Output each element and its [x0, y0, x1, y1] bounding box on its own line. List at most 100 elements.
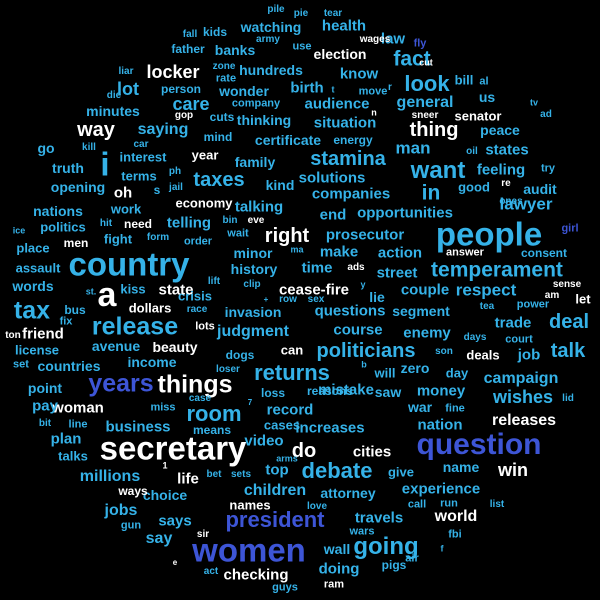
cloud-word: telling [166, 214, 212, 232]
cloud-word: lots [195, 320, 215, 333]
cloud-word: room [186, 401, 242, 426]
cloud-word: row [279, 294, 297, 305]
cloud-word: going [353, 533, 419, 560]
cloud-word: experience [401, 480, 481, 498]
cloud-word: interest [119, 149, 167, 165]
cloud-word: assault [15, 260, 61, 276]
cloud-word: politics [40, 219, 86, 235]
cloud-word: lawyer [499, 194, 553, 214]
cloud-word: saying [137, 121, 189, 138]
cloud-word: choice [142, 487, 188, 503]
cloud-word: talk [550, 340, 586, 362]
cloud-word: business [105, 418, 171, 436]
cloud-word: kids [202, 25, 228, 39]
cloud-word: let [575, 291, 591, 307]
cloud-word: oh [113, 184, 133, 202]
cloud-word: place [16, 240, 50, 256]
cloud-word: consent [520, 246, 568, 260]
cloud-word: history [230, 261, 278, 277]
cloud-word: power [516, 298, 550, 311]
cloud-word: days [463, 332, 487, 343]
cloud-word: thing [409, 119, 459, 141]
cloud-word: lift [207, 276, 221, 287]
cloud-word: fix [59, 315, 73, 328]
cloud-word: dogs [225, 348, 255, 362]
cloud-word: n [371, 107, 377, 118]
cloud-word: temperament [431, 258, 563, 282]
cloud-word: pile [267, 4, 285, 15]
cloud-word: income [127, 354, 177, 370]
cloud-word: company [231, 97, 281, 110]
cloud-word: year [191, 147, 219, 163]
cloud-word: wonder [219, 83, 269, 99]
cloud-word: license [14, 342, 60, 358]
cloud-word: can [280, 342, 304, 358]
cloud-word: go [37, 140, 55, 156]
cloud-word: need [123, 217, 153, 231]
cloud-word: rate [215, 72, 237, 85]
cloud-word: wishes [492, 387, 554, 407]
cloud-word: president [225, 507, 325, 532]
cloud-word: bus [64, 303, 86, 317]
cloud-word: zone [212, 61, 236, 72]
cloud-word: wait [227, 227, 249, 240]
cloud-word: cuts [209, 110, 235, 124]
cloud-word: bin [222, 215, 238, 226]
cloud-word: pie [293, 8, 309, 19]
cloud-word: person [160, 82, 202, 96]
cloud-word: invasion [224, 304, 282, 320]
cloud-word: want [410, 157, 466, 184]
cloud-word: money [416, 382, 466, 400]
cloud-word: lie [369, 289, 385, 305]
cloud-word: ways [118, 484, 148, 498]
cloud-word: tea [479, 301, 495, 312]
cloud-word: gop [174, 110, 194, 121]
cloud-word: course [333, 321, 383, 339]
cloud-word: energy [333, 133, 373, 147]
cloud-word: dollars [128, 300, 172, 316]
cloud-word: point [27, 380, 63, 396]
cloud-word: talking [234, 198, 284, 216]
cloud-word: in [421, 181, 441, 205]
cloud-word: fact [393, 47, 431, 71]
cloud-word: election [313, 46, 367, 62]
cloud-word: men [63, 236, 89, 250]
cloud-word: saw [374, 384, 402, 400]
cloud-word: family [234, 154, 276, 170]
cloud-word: ad [540, 109, 552, 120]
cloud-word: hundreds [239, 62, 303, 78]
cloud-word: thinking [236, 112, 292, 128]
cloud-word: love [306, 501, 328, 512]
cloud-word: ma [290, 244, 304, 255]
cloud-word: al [479, 75, 489, 88]
cloud-word: minutes [86, 103, 140, 119]
cloud-word: list [489, 499, 505, 510]
cloud-word: die [106, 90, 122, 101]
cloud-word: e [172, 558, 178, 567]
cloud-word: attorney [320, 485, 376, 501]
cloud-word: kind [265, 177, 295, 193]
cloud-word: line [68, 418, 88, 431]
cloud-word: nation [417, 416, 463, 434]
cloud-word: locker [146, 62, 200, 82]
cloud-word: act [203, 566, 219, 577]
cloud-word: try [540, 162, 556, 175]
cloud-word: move [358, 85, 388, 98]
cloud-word: cut [419, 57, 433, 68]
cloud-word: re [501, 178, 511, 189]
cloud-word: us [478, 89, 496, 105]
cloud-word: general [396, 94, 454, 111]
cloud-word: judgment [217, 323, 289, 340]
cloud-word: top [265, 461, 289, 479]
cloud-word: s [153, 183, 161, 197]
cloud-word: sets [230, 469, 252, 480]
cloud-word: loser [216, 364, 240, 375]
cloud-word: release [91, 312, 179, 341]
cloud-word: children [243, 482, 307, 499]
cloud-word: doing [318, 560, 360, 578]
cloud-word: mind [203, 130, 233, 144]
cloud-word: car [133, 139, 149, 150]
cloud-word: t [331, 84, 335, 95]
cloud-word: respect [455, 280, 517, 300]
